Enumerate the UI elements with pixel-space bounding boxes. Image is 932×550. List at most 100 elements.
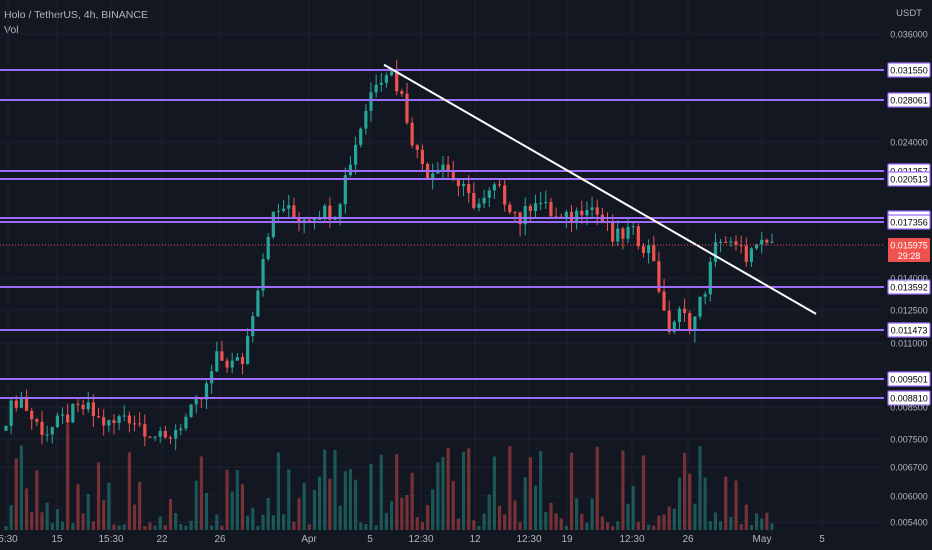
candle-body — [754, 244, 759, 249]
candle-body — [698, 296, 702, 317]
horizontal-level-label: 0.011473 — [891, 326, 928, 336]
volume-bar — [251, 507, 255, 530]
candle-body — [616, 228, 620, 242]
volume-bar — [492, 456, 496, 530]
y-tick-label: 0.011000 — [891, 339, 928, 349]
y-tick-label: 0.036000 — [890, 30, 928, 40]
volume-bar — [148, 522, 152, 530]
volume-bar — [359, 522, 363, 530]
volume-bar — [641, 455, 646, 530]
volume-bar — [523, 477, 527, 530]
volume-bar — [174, 512, 178, 530]
volume-bar — [580, 513, 584, 530]
candle-body — [14, 400, 18, 408]
volume-bar — [230, 491, 234, 530]
volume-bar — [724, 476, 728, 530]
candle-body — [672, 321, 676, 332]
volume-bar — [282, 514, 286, 530]
candle-body — [318, 219, 322, 221]
volume-bar — [343, 471, 347, 530]
candle-body — [292, 205, 296, 218]
volume-bar — [138, 481, 142, 530]
candle-body — [297, 217, 301, 223]
candle-body — [148, 436, 152, 438]
volume-bar — [246, 515, 250, 530]
volume-bar — [544, 512, 548, 530]
last-price-label: 0.015975 — [890, 241, 928, 251]
candle-body — [225, 360, 229, 368]
volume-bar — [353, 479, 358, 530]
horizontal-level-label: 0.031550 — [890, 66, 928, 76]
volume-bar — [760, 518, 764, 530]
candle-body — [256, 290, 260, 317]
x-tick-label: 12:30 — [619, 534, 644, 545]
volume-bar — [287, 469, 291, 530]
volume-bar — [503, 514, 507, 530]
volume-bar — [318, 476, 322, 530]
volume-bar — [364, 523, 368, 530]
x-tick-label: 15:30 — [98, 534, 123, 545]
volume-bar — [266, 497, 270, 530]
volume-bar — [158, 516, 162, 530]
volume-bar — [564, 525, 568, 530]
volume-bar — [472, 520, 476, 530]
candle-body — [91, 402, 95, 417]
candle-body — [508, 204, 512, 213]
candle-body — [338, 204, 342, 220]
volume-bar — [575, 498, 579, 530]
volume-bar — [436, 462, 440, 530]
candle-body — [708, 261, 712, 295]
x-tick-label: 19 — [561, 534, 573, 545]
volume-bar — [194, 480, 198, 530]
candle-body — [482, 197, 486, 204]
volume-bar — [600, 516, 604, 530]
volume-bar — [559, 518, 563, 530]
candle-body — [266, 237, 270, 259]
candle-body — [626, 226, 630, 239]
candle-body — [729, 241, 733, 243]
candle-body — [744, 245, 748, 262]
candle-body — [364, 110, 368, 129]
candle-body — [251, 316, 255, 336]
candle-body — [492, 184, 496, 191]
candle-body — [199, 398, 203, 400]
volume-bar — [117, 525, 121, 530]
volume-bar — [410, 472, 414, 530]
candle-body — [441, 164, 445, 172]
volume-bar — [14, 458, 18, 530]
volume-bar — [210, 525, 214, 530]
volume-bar — [9, 505, 13, 530]
y-tick-label: 0.024000 — [890, 138, 928, 148]
volume-bar — [45, 502, 49, 530]
volume-bar — [323, 449, 327, 530]
volume-bar — [122, 524, 126, 530]
y-tick-label: 0.006000 — [890, 492, 928, 502]
volume-bar — [30, 512, 34, 530]
volume-bar — [729, 516, 733, 530]
candle-body — [513, 212, 517, 214]
volume-bar — [24, 488, 29, 530]
candle-body — [713, 242, 718, 262]
candle-body — [405, 93, 409, 123]
candle-body — [497, 184, 502, 186]
candle-body — [667, 310, 671, 332]
candle-body — [647, 245, 651, 254]
horizontal-level-tag — [887, 62, 931, 78]
volume-bar — [276, 452, 281, 530]
candle-body — [456, 180, 460, 187]
volume-bar — [662, 514, 666, 530]
candle-body — [66, 414, 70, 423]
candle-body — [528, 206, 532, 212]
volume-bar — [693, 503, 697, 530]
x-tick-label: Apr — [301, 534, 317, 545]
currency-label: USDT — [896, 8, 922, 19]
volume-bar — [96, 462, 101, 530]
candle-body — [153, 436, 157, 438]
volume-bar — [55, 509, 60, 530]
volume-bar — [461, 451, 466, 530]
volume-bar — [518, 522, 522, 530]
candle-body — [389, 71, 394, 76]
candle-body — [132, 423, 137, 425]
volume-bar — [688, 473, 692, 530]
